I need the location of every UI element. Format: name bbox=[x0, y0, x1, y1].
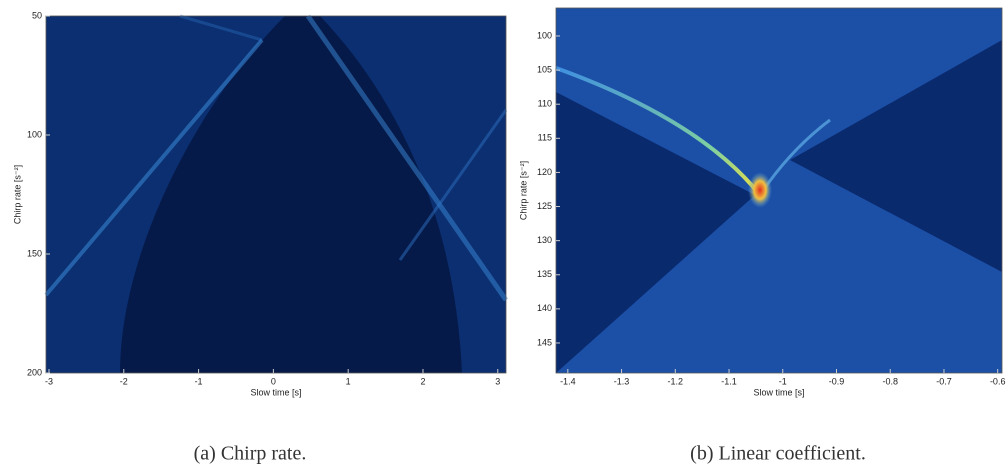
x-tick-label: -1.2 bbox=[668, 376, 684, 386]
x-tick-label: -1.1 bbox=[721, 376, 737, 386]
heatmap-b bbox=[555, 8, 1002, 373]
caption: (b) Linear coefficient. bbox=[690, 443, 866, 465]
x-tick-label: -0.7 bbox=[936, 376, 952, 386]
heatmap-a bbox=[44, 14, 509, 373]
y-tick-label: 120 bbox=[537, 167, 552, 177]
x-tick-label: -1.3 bbox=[614, 376, 630, 386]
plot-frame bbox=[45, 15, 507, 374]
x-tick-label: -2 bbox=[120, 376, 128, 386]
y-tick-label: 50 bbox=[32, 10, 42, 20]
y-tick-label: 140 bbox=[537, 303, 552, 313]
x-tick-label: -0.6 bbox=[990, 376, 1006, 386]
x-tick-label: -1.4 bbox=[560, 376, 576, 386]
x-tick-label: 0 bbox=[271, 376, 276, 386]
plot-frame bbox=[555, 7, 1003, 374]
y-tick-label: 115 bbox=[538, 133, 552, 143]
y-tick-label: 100 bbox=[27, 129, 42, 139]
x-tick-label: -1 bbox=[779, 376, 787, 386]
y-tick-label: 145 bbox=[537, 337, 552, 347]
caption: (a) Chirp rate. bbox=[194, 443, 307, 465]
y-tick-label: 135 bbox=[537, 269, 552, 279]
y-tick-label: 130 bbox=[537, 235, 552, 245]
y-tick-label: 110 bbox=[538, 99, 552, 109]
x-tick-label: -0.9 bbox=[829, 376, 845, 386]
y-axis-label: Chirp rate [s⁻²] bbox=[12, 165, 22, 224]
x-tick-label: 3 bbox=[495, 376, 500, 386]
x-tick-label: -3 bbox=[45, 376, 53, 386]
x-tick-label: -1 bbox=[195, 376, 203, 386]
x-axis-label: Slow time [s] bbox=[250, 387, 301, 397]
y-tick-label: 105 bbox=[537, 64, 552, 74]
y-tick-label: 125 bbox=[537, 201, 552, 211]
y-tick-label: 100 bbox=[537, 30, 552, 40]
x-axis-label: Slow time [s] bbox=[753, 387, 804, 397]
x-tick-label: 2 bbox=[420, 376, 425, 386]
y-tick-label: 200 bbox=[27, 367, 42, 377]
y-axis-label: Chirp rate [s⁻²] bbox=[518, 161, 528, 220]
x-tick-label: 1 bbox=[346, 376, 351, 386]
x-tick-label: -0.8 bbox=[882, 376, 898, 386]
y-tick-label: 150 bbox=[27, 248, 42, 258]
